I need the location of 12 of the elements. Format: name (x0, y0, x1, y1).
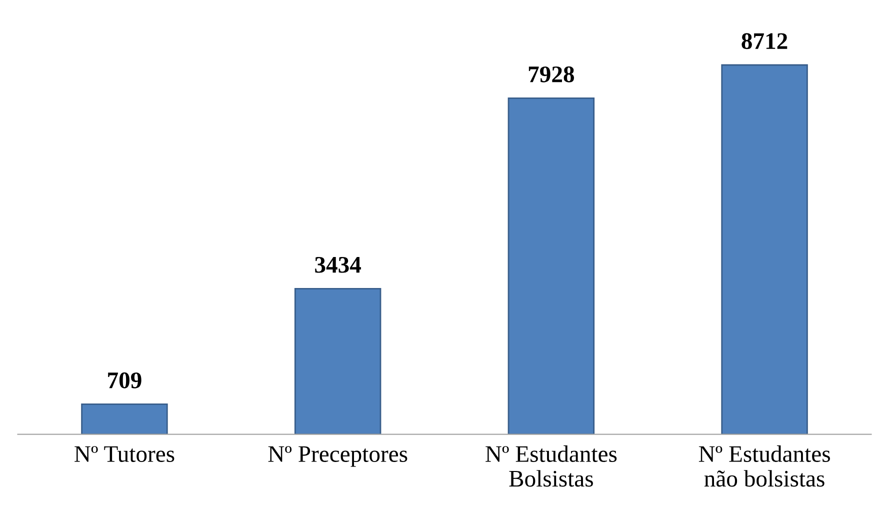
x-tick-label: Nº Tutores (74, 446, 174, 462)
data-label: 8712 (742, 33, 788, 50)
bar (294, 288, 382, 434)
bar (81, 404, 168, 434)
x-tick-label: Nº Estudantes não bolsistas (698, 445, 830, 487)
x-tick-label: Nº Preceptores (268, 446, 408, 467)
data-label: 3434 (315, 256, 361, 273)
bar (721, 64, 808, 434)
x-tick-label: Nº Estudantes Bolsistas (486, 445, 617, 487)
data-label: 709 (108, 372, 142, 388)
data-label: 7928 (528, 66, 574, 82)
bar (508, 98, 595, 434)
